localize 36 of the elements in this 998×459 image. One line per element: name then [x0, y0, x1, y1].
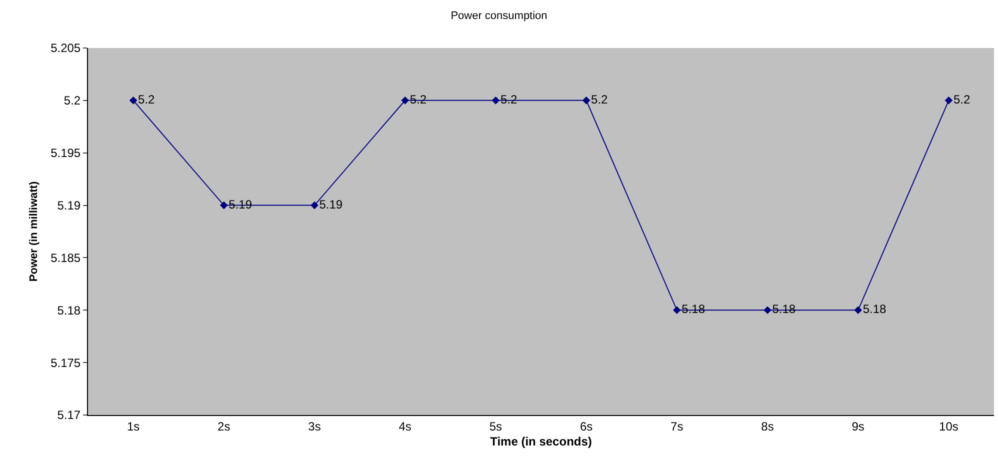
data-label: 5.2	[138, 92, 156, 106]
point	[673, 306, 681, 314]
point	[129, 96, 138, 104]
y-tick-label: 5.17	[57, 408, 81, 422]
y-tick-label: 5.175	[50, 356, 81, 370]
y-tick-label: 5.2	[64, 94, 81, 108]
x-tick-label: 6s	[580, 419, 593, 434]
x-tick-label: 10s	[939, 419, 958, 434]
x-tick-label: 5s	[489, 419, 502, 434]
data-label: 5.2	[591, 92, 608, 106]
point	[401, 96, 409, 104]
data-label: 5.2	[953, 92, 970, 106]
x-tick-label: 3s	[308, 419, 321, 434]
x-axis-title: Time (in seconds)	[490, 434, 592, 448]
y-tick-label: 5.18	[57, 303, 81, 318]
data-label: 5.18	[862, 302, 887, 316]
y-tick-label: 5.19	[57, 198, 81, 212]
chart-title: Power consumption	[450, 10, 548, 22]
point	[854, 306, 862, 314]
point	[492, 96, 500, 104]
x-tick-label: 4s	[398, 419, 412, 434]
y-tick-label: 5.205	[50, 41, 81, 56]
x-tick-label: 1s	[126, 419, 140, 434]
point	[220, 201, 228, 210]
point	[764, 306, 772, 314]
point	[944, 96, 953, 104]
point	[582, 96, 590, 104]
point	[310, 201, 318, 210]
y-tick-label: 5.195	[50, 146, 81, 160]
x-tick-label: 7s	[670, 419, 684, 434]
y-axis-title: Power (in milliwatt)	[28, 181, 40, 282]
y-tick-label: 5.185	[50, 250, 81, 265]
data-label: 5.19	[319, 197, 343, 212]
x-tick-label: 2s	[218, 419, 230, 434]
x-tick-label: 8s	[761, 419, 774, 434]
x-tick-label: 9s	[852, 419, 864, 434]
